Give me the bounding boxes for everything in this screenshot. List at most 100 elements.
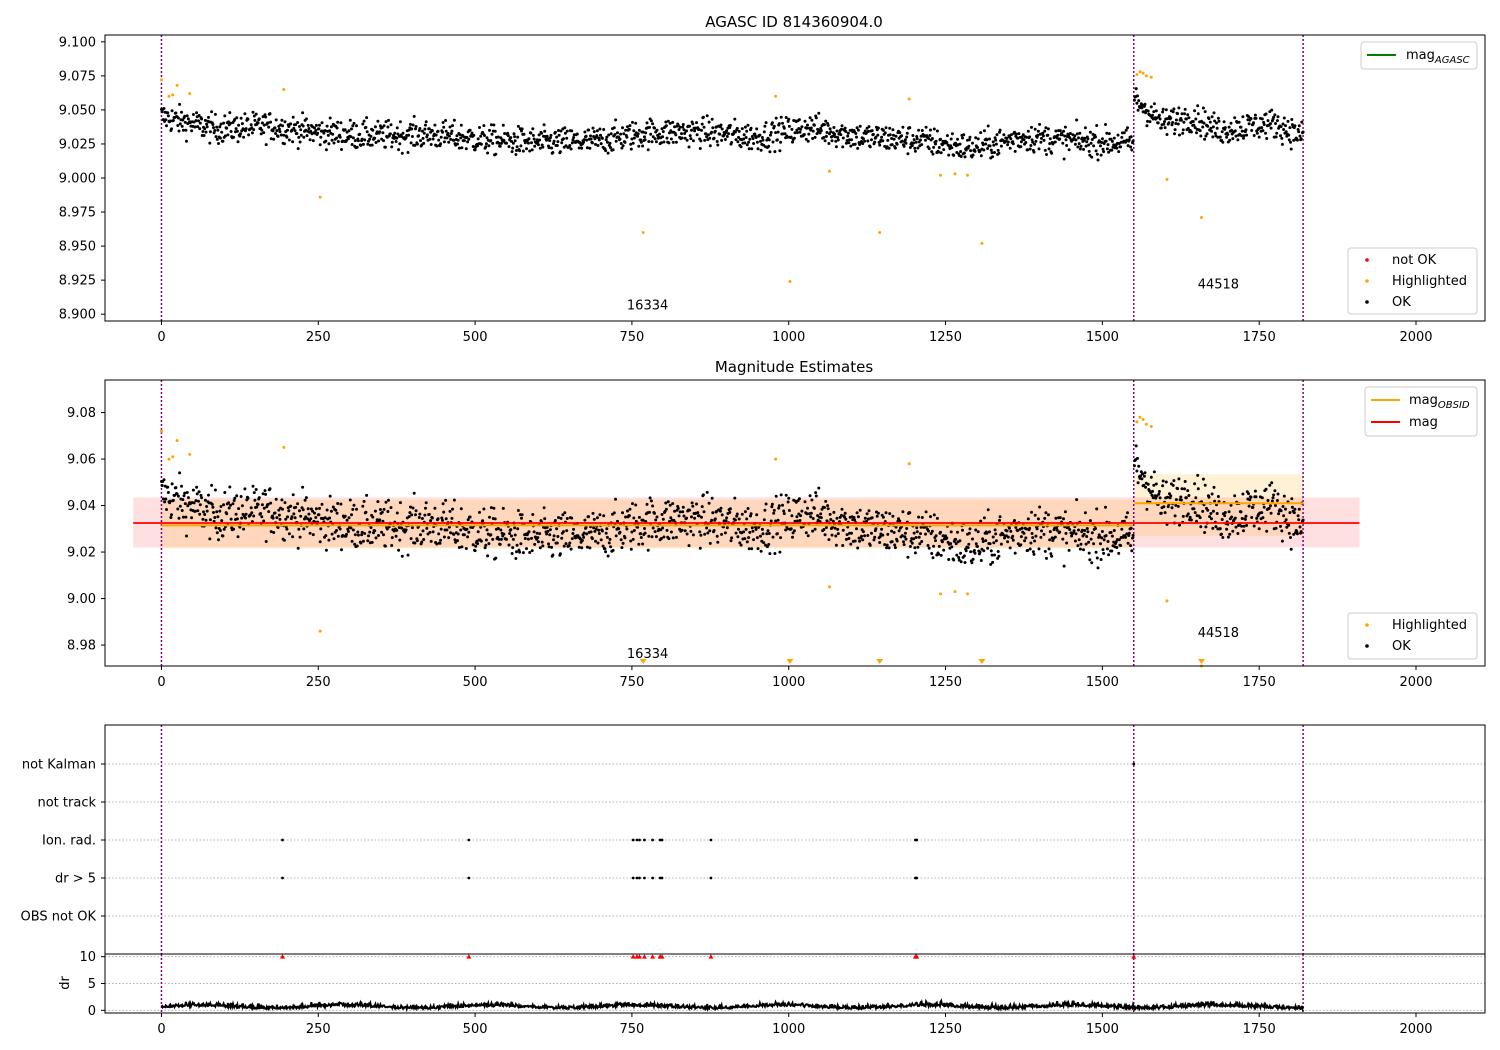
p1-ok-point [268, 112, 272, 116]
p2-ok-point [545, 532, 549, 536]
p1-ok-point [191, 113, 195, 116]
p2-highlighted-point [966, 592, 969, 596]
p1-ok-point [737, 129, 741, 133]
p1-ok-point [509, 136, 513, 140]
p2-ok-point [632, 529, 636, 532]
p2-ok-point [770, 505, 774, 509]
p1-ok-point [468, 128, 472, 132]
p1-ok-point [389, 123, 393, 127]
p1-ok-point [595, 129, 599, 133]
p2-ok-point [866, 534, 870, 537]
p2-ok-point [298, 535, 302, 539]
p2-ok-point [1088, 558, 1092, 562]
p2-ok-point [222, 503, 226, 507]
p2-ok-point [353, 542, 357, 546]
p2-ok-point [387, 498, 390, 502]
flag-point [467, 876, 471, 880]
p2-highlighted-point [175, 439, 179, 442]
p2-ok-point [908, 511, 912, 515]
p1-ok-point [890, 143, 894, 147]
p1-ok-point [558, 150, 562, 154]
p2-ok-point [594, 527, 598, 531]
p2-ok-point [1164, 480, 1168, 484]
p2-ok-point [1196, 487, 1200, 491]
p1-ok-point [791, 140, 794, 144]
p2-ok-point [1247, 504, 1251, 508]
p1-ok-point [1223, 126, 1227, 130]
p1-ok-point [1019, 140, 1023, 144]
p1-ok-point [170, 127, 173, 131]
p1-ok-point [226, 133, 230, 137]
p2-ok-point [218, 509, 222, 513]
p1-ok-point [291, 115, 295, 119]
p2-ok-point [1124, 535, 1128, 539]
p1-ok-point [1210, 115, 1214, 119]
p2-ok-point [493, 517, 497, 521]
p2-ok-point [1126, 511, 1129, 515]
p1-ok-point [976, 146, 979, 149]
p1-ok-point [220, 130, 224, 134]
p1-ok-point [708, 136, 712, 140]
p2-ok-point [304, 496, 308, 500]
p2-ok-point [978, 550, 982, 554]
p2-ok-point [302, 527, 306, 531]
p1-ok-point [759, 148, 763, 152]
p1-ok-point [511, 146, 515, 150]
p2-ok-point [1280, 539, 1284, 543]
p2-ok-point [915, 526, 919, 530]
p1-ok-point [193, 125, 197, 129]
p1-ok-point [1284, 124, 1287, 128]
p2-ok-point [442, 510, 446, 514]
panel-2-legend-bottom: Highlighted OK [1347, 612, 1478, 660]
p2-ok-point [673, 509, 677, 513]
p2-ok-point [835, 516, 839, 520]
p2-ok-point [1151, 489, 1154, 493]
p2-ok-point [719, 506, 723, 510]
p1-ok-point [254, 112, 258, 116]
p1-ok-point [1006, 143, 1010, 147]
p2-ok-point [450, 516, 454, 520]
p2-ok-point [355, 544, 359, 548]
p1-ok-point [442, 140, 446, 144]
p2-ok-point [1100, 536, 1104, 540]
p2-ok-point [621, 541, 625, 545]
p1-ok-point [1046, 127, 1050, 131]
p2-ok-point [456, 532, 460, 536]
p2-ok-point [538, 546, 542, 550]
p2-ok-point [786, 500, 790, 504]
p1-ok-point [1100, 141, 1104, 144]
p2-ok-point [307, 512, 311, 516]
p2-ok-point [260, 515, 264, 519]
p1-ok-point [269, 120, 273, 124]
p2-ok-point [876, 511, 880, 515]
p1-ok-point [235, 116, 239, 120]
p1-ok-point [817, 111, 821, 115]
p1-ok-point [1043, 148, 1047, 152]
p2-ok-point [611, 548, 615, 552]
p1-ok-point [537, 133, 541, 137]
p1-ok-point [632, 136, 636, 140]
p2-ok-point [811, 517, 815, 520]
p1-ok-point [1042, 138, 1046, 142]
p2-ok-point [375, 518, 379, 522]
p2-ok-point [290, 515, 294, 519]
p1-ok-point [186, 117, 190, 121]
p2-ok-point [1089, 537, 1093, 541]
p2-ok-point [263, 489, 267, 493]
p1-ok-point [485, 136, 489, 140]
p1-ok-point [763, 124, 767, 128]
p1-ok-point [435, 144, 439, 148]
p1-ok-point [595, 134, 599, 138]
p1-ok-point [1073, 142, 1077, 146]
p2-ok-point [1162, 505, 1166, 509]
p2-ok-point [1196, 473, 1200, 477]
p2-ok-point [220, 519, 224, 523]
p1-ok-point [641, 144, 645, 148]
p2-ok-point [603, 547, 607, 551]
p2-ok-point [215, 510, 219, 514]
p1-ytick-label: 8.950 [59, 240, 96, 255]
p1-ok-point [249, 123, 253, 127]
panel-1-axes: 0 250 500 750 1000 1250 1500 1750 20008.9008.925… [59, 35, 1433, 345]
p1-ok-point [417, 134, 421, 138]
p2-ok-point [884, 511, 888, 515]
